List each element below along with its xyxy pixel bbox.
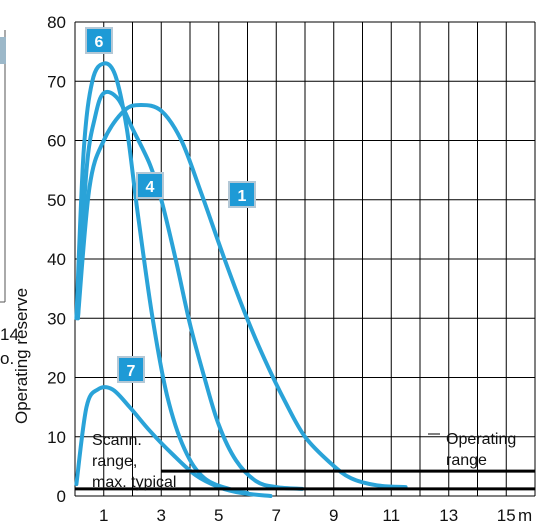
x-axis-unit: m — [518, 506, 532, 525]
operating-range-label-line-1: Operating — [446, 431, 516, 448]
x-tick-label: 1 — [99, 506, 108, 525]
y-tick-label: 50 — [47, 191, 66, 210]
chart-grid — [74, 21, 536, 497]
y-tick-label: 60 — [47, 132, 66, 151]
badge-6: 6 — [85, 27, 113, 54]
badge-4: 4 — [136, 172, 164, 199]
adjacent-panel-number: 14 — [0, 325, 19, 344]
badge-1-label: 1 — [238, 188, 247, 205]
badge-6-label: 6 — [95, 34, 104, 51]
y-tick-label: 70 — [47, 72, 66, 91]
x-tick-label: 3 — [157, 506, 166, 525]
adjacent-panel-marker — [0, 37, 6, 64]
curve-1 — [75, 103, 408, 490]
x-tick-label: 5 — [214, 506, 223, 525]
x-tick-label: 11 — [382, 506, 400, 525]
x-tick-label: 7 — [272, 506, 281, 525]
y-tick-labels: 0 10 20 30 40 50 60 70 80 — [47, 13, 66, 506]
x-tick-label: 15 — [497, 506, 516, 525]
x-tick-label: 13 — [439, 506, 458, 525]
badge-1: 1 — [228, 181, 256, 208]
reference-lines — [75, 469, 535, 491]
x-tick-label: 9 — [329, 506, 338, 525]
adjacent-panel-abbrev: o. — [0, 349, 14, 368]
scan-range-label-line-1: Scann. — [92, 432, 142, 449]
y-tick-label: 0 — [57, 487, 66, 506]
x-tick-labels: 1 3 5 7 9 11 13 15 — [99, 506, 516, 525]
y-tick-label: 30 — [47, 309, 66, 328]
y-tick-label: 80 — [47, 13, 66, 32]
scan-range-label-line-3: max. typical — [92, 474, 176, 491]
curve-6 — [74, 61, 250, 495]
badge-4-label: 4 — [146, 179, 155, 196]
y-axis-label: Operating reserve — [12, 288, 31, 424]
y-tick-label: 20 — [47, 369, 66, 388]
y-tick-label: 10 — [47, 428, 66, 447]
y-tick-label: 40 — [47, 250, 66, 269]
badge-7: 7 — [117, 356, 145, 383]
scan-range-label-line-2: range, — [92, 453, 137, 470]
operating-range-label-line-2: range — [446, 452, 487, 469]
scan-range-annotation: Scann. range, max. typical — [92, 432, 176, 491]
operating-range-annotation: Operating range — [428, 431, 516, 469]
badge-7-label: 7 — [127, 363, 136, 380]
adjacent-panel-fragment: 14 o. — [0, 30, 19, 368]
